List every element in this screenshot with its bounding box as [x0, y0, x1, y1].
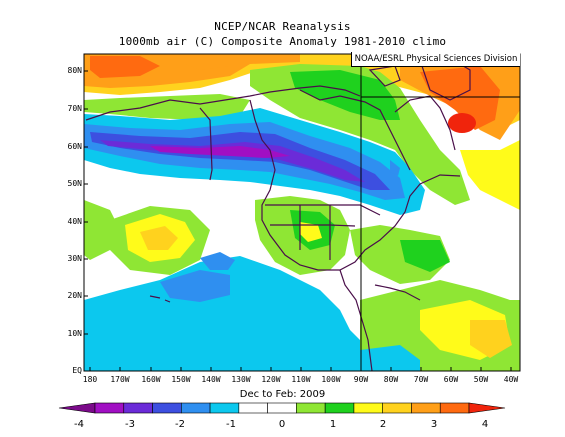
lon-label: 40W [503, 375, 519, 384]
colorbar-swatch [468, 402, 506, 414]
colorbar-tick-label: 4 [481, 419, 489, 430]
colorbar-swatch [58, 402, 96, 414]
colorbar-swatch [382, 402, 412, 414]
colorbar-swatch [123, 402, 153, 414]
colorbar-tick-label: 1 [329, 419, 337, 430]
colorbar-swatch [411, 402, 441, 414]
lon-label: 150W [171, 375, 191, 384]
colorbar-swatch [267, 402, 297, 414]
anomaly-field [84, 54, 520, 371]
lon-label: 120W [261, 375, 281, 384]
lat-label: 20N [67, 291, 82, 300]
lon-label: 160W [141, 375, 161, 384]
lat-label: 70N [67, 104, 82, 113]
colorbar-tick-label: -4 [74, 419, 84, 430]
lat-label: 80N [67, 66, 82, 75]
colorbar-swatch [94, 402, 125, 414]
lon-label: 60W [443, 375, 459, 384]
colorbar [58, 402, 506, 414]
lon-label: 50W [473, 375, 489, 384]
colorbar-swatch [296, 402, 326, 414]
lon-label: 100W [321, 375, 341, 384]
lat-label: 40N [67, 217, 82, 226]
chart-title: NCEP/NCAR Reanalysis [214, 20, 351, 33]
lat-label: 50N [67, 179, 82, 188]
colorbar-tick-label: -1 [226, 419, 236, 430]
lon-label: 130W [231, 375, 251, 384]
colorbar-swatch [209, 402, 240, 414]
lon-label: 140W [201, 375, 221, 384]
lat-label: EQ [72, 366, 82, 375]
colorbar-swatch [152, 402, 182, 414]
colorbar-tick-label: 0 [278, 419, 286, 430]
lon-label: 110W [291, 375, 311, 384]
colorbar-swatch [353, 402, 383, 414]
colorbar-tick-label: 3 [430, 419, 438, 430]
colorbar-swatch [238, 402, 268, 414]
lon-label: 90W [353, 375, 369, 384]
lat-label: 30N [67, 254, 82, 263]
chart-subtitle: 1000mb air (C) Composite Anomaly 1981-20… [118, 35, 447, 48]
lat-label: 60N [67, 142, 82, 151]
colorbar-swatch [439, 402, 470, 414]
lon-label: 180 [82, 375, 98, 384]
period-label: Dec to Feb: 2009 [239, 389, 326, 400]
colorbar-tick-label: -2 [175, 419, 185, 430]
lon-label: 80W [383, 375, 399, 384]
colorbar-swatch [181, 402, 211, 414]
boundaries [85, 57, 471, 371]
axis-ticks [84, 70, 512, 372]
lon-label: 70W [413, 375, 429, 384]
lat-label: 10N [67, 329, 82, 338]
lon-label: 170W [110, 375, 130, 384]
colorbar-swatch [324, 402, 355, 414]
colorbar-tick-label: -3 [125, 419, 135, 430]
credit-label: NOAA/ESRL Physical Sciences Division [351, 52, 520, 67]
colorbar-tick-label: 2 [379, 419, 387, 430]
